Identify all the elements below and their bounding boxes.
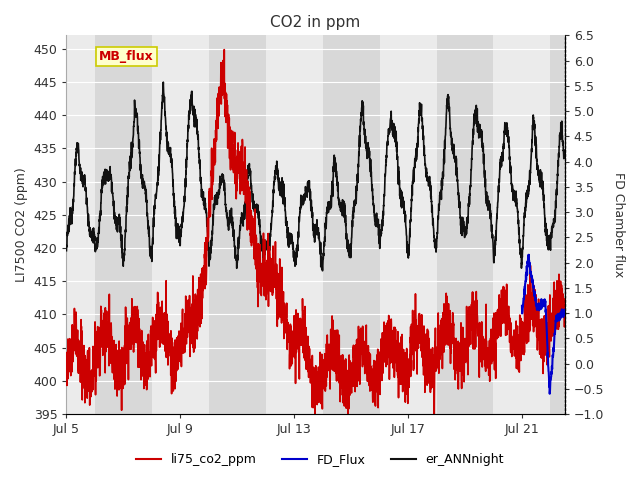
Legend: li75_co2_ppm, FD_Flux, er_ANNnight: li75_co2_ppm, FD_Flux, er_ANNnight — [131, 448, 509, 471]
Text: MB_flux: MB_flux — [99, 50, 154, 63]
Bar — [209, 36, 266, 414]
Title: CO2 in ppm: CO2 in ppm — [271, 15, 361, 30]
Bar — [95, 36, 152, 414]
Y-axis label: FD Chamber flux: FD Chamber flux — [612, 172, 625, 277]
Bar — [323, 36, 380, 414]
Y-axis label: LI7500 CO2 (ppm): LI7500 CO2 (ppm) — [15, 168, 28, 282]
Bar — [550, 36, 607, 414]
Bar — [436, 36, 493, 414]
